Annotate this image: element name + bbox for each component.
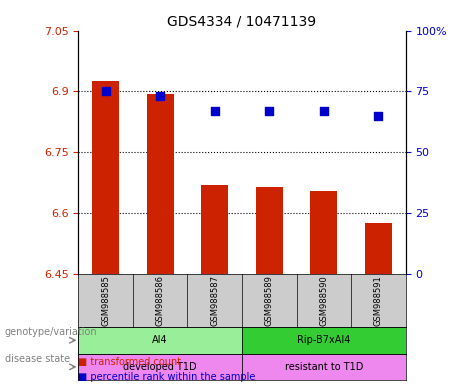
Text: GSM988585: GSM988585: [101, 275, 110, 326]
FancyBboxPatch shape: [242, 327, 406, 354]
FancyBboxPatch shape: [78, 354, 242, 380]
Bar: [256, 187, 283, 274]
Text: ■ transformed count: ■ transformed count: [78, 357, 182, 367]
Text: AI4: AI4: [153, 335, 168, 345]
Text: disease state: disease state: [5, 354, 70, 364]
Bar: [365, 223, 392, 274]
Text: GSM988586: GSM988586: [156, 275, 165, 326]
Point: [320, 108, 327, 114]
Title: GDS4334 / 10471139: GDS4334 / 10471139: [167, 14, 317, 28]
Text: GSM988589: GSM988589: [265, 275, 274, 326]
Text: GSM988587: GSM988587: [210, 275, 219, 326]
FancyBboxPatch shape: [242, 354, 406, 380]
Text: Rip-B7xAI4: Rip-B7xAI4: [297, 335, 350, 345]
Text: GSM988590: GSM988590: [319, 275, 328, 326]
Text: developed T1D: developed T1D: [124, 362, 197, 372]
Point: [157, 93, 164, 99]
Bar: [147, 94, 174, 274]
Text: ■ percentile rank within the sample: ■ percentile rank within the sample: [78, 372, 256, 382]
Point: [375, 113, 382, 119]
Point: [266, 108, 273, 114]
Bar: [310, 191, 337, 274]
Bar: [92, 81, 119, 274]
Bar: [201, 185, 228, 274]
Point: [211, 108, 219, 114]
Text: resistant to T1D: resistant to T1D: [284, 362, 363, 372]
Text: GSM988591: GSM988591: [374, 275, 383, 326]
FancyBboxPatch shape: [78, 327, 242, 354]
Text: genotype/variation: genotype/variation: [5, 327, 97, 337]
Point: [102, 88, 109, 94]
